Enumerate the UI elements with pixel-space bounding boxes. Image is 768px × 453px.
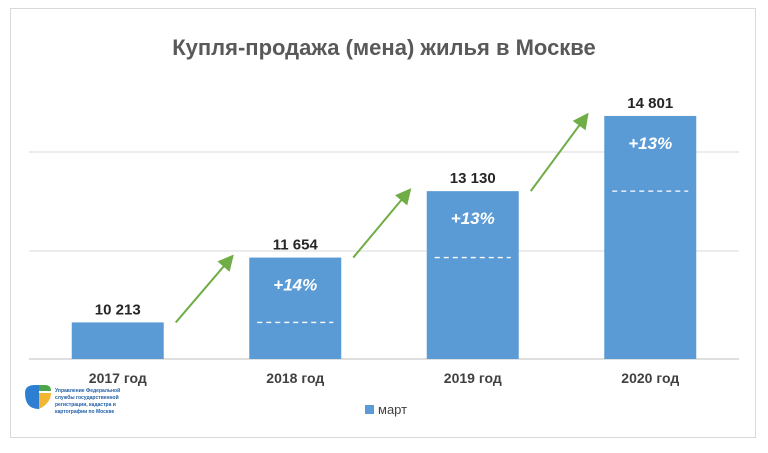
x-tick-label: 2018 год xyxy=(266,370,324,386)
logo-text-4: картографии по Москве xyxy=(55,408,114,415)
growth-arrow xyxy=(352,188,412,259)
legend: март xyxy=(365,402,407,417)
bar-2019 xyxy=(426,191,519,359)
growth-label: +13% xyxy=(628,134,672,153)
logo-text-3: регистрации, кадастра и xyxy=(55,402,116,408)
legend-swatch xyxy=(365,405,374,414)
rosreestr-logo: Управление Федеральной службы государств… xyxy=(25,385,120,415)
legend-label: март xyxy=(378,402,407,417)
chart-frame: Купля-продажа (мена) жилья в Москве 10 2… xyxy=(10,8,756,438)
growth-label: +14% xyxy=(273,276,317,295)
chart: Купля-продажа (мена) жилья в Москве 10 2… xyxy=(25,35,739,417)
logo-emblem-yellow xyxy=(39,393,51,409)
x-tick-label: 2019 год xyxy=(444,370,502,386)
growth-arrow xyxy=(529,112,589,192)
x-tick-label: 2017 год xyxy=(89,370,147,386)
chart-title: Купля-продажа (мена) жилья в Москве xyxy=(172,35,596,60)
x-tick-label: 2020 год xyxy=(621,370,679,386)
logo-emblem-left xyxy=(25,385,39,409)
logo-text-2: службы государственной xyxy=(55,394,119,401)
logo-emblem-green xyxy=(39,385,51,391)
bar-2018 xyxy=(249,257,342,359)
data-label: 14 801 xyxy=(627,95,673,112)
growth-label: +13% xyxy=(451,209,495,228)
logo-text-1: Управление Федеральной xyxy=(55,387,120,394)
data-label: 10 213 xyxy=(95,301,141,318)
growth-arrow xyxy=(174,254,234,324)
data-label: 11 654 xyxy=(273,237,319,254)
data-label: 13 130 xyxy=(450,170,496,187)
bar-2017 xyxy=(71,322,164,359)
bar-2020 xyxy=(604,115,697,359)
